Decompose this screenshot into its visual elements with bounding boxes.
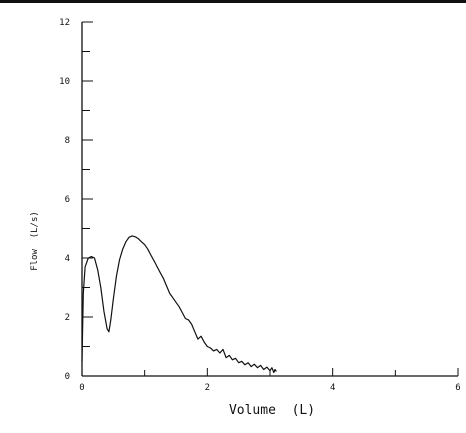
x-axis-title: Volume (L) xyxy=(229,403,315,418)
flow-volume-curve xyxy=(81,235,277,374)
y-tick-label: 0 xyxy=(65,372,70,382)
y-tick-label: 4 xyxy=(65,254,70,264)
x-tick-label: 2 xyxy=(205,383,210,393)
x-tick-label: 6 xyxy=(455,383,460,393)
y-tick-label: 6 xyxy=(65,195,70,205)
y-axis-title: Flow (L/s) xyxy=(30,211,40,271)
y-tick-label: 8 xyxy=(65,136,70,146)
top-border-bar xyxy=(0,0,466,3)
y-tick-label: 10 xyxy=(59,77,70,87)
tick-labels: 0 2 4 6 8 10 12 0 2 4 6 xyxy=(59,18,461,393)
x-tick-label: 4 xyxy=(330,383,335,393)
y-tick-label: 12 xyxy=(59,18,70,28)
ticks xyxy=(81,21,459,377)
x-tick-label: 0 xyxy=(79,383,84,393)
y-tick-label: 2 xyxy=(65,313,70,323)
axes xyxy=(81,22,458,377)
